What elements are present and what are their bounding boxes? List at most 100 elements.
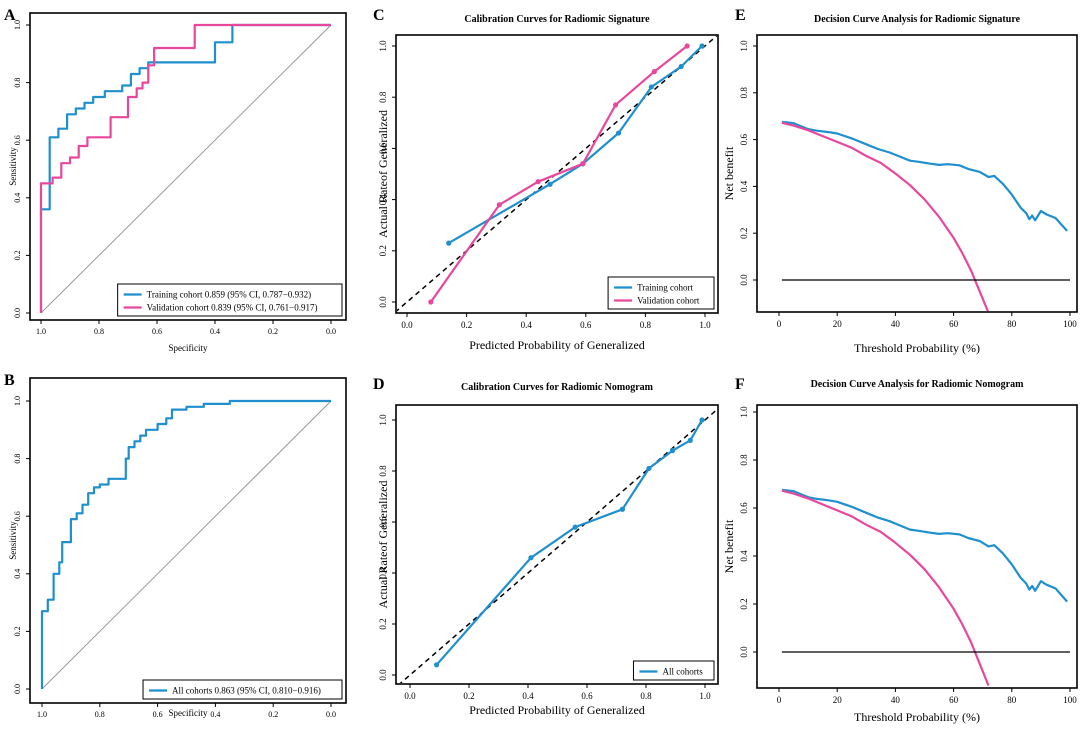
- ideal-calibration-line: [397, 36, 717, 312]
- y-tick-label: 1.0: [739, 406, 749, 418]
- y-tick-label: 1.0: [13, 396, 22, 406]
- x-tick-label: 0.6: [153, 710, 163, 719]
- series-line-all-cohorts: [40, 399, 331, 689]
- x-tick-label: 0.6: [581, 691, 593, 701]
- y-tick-label: 0.4: [13, 193, 22, 203]
- series-line-validation-cohort: [39, 23, 331, 313]
- x-tick-label: 100: [1063, 319, 1077, 329]
- panel-letter: C: [373, 7, 385, 24]
- panel-letter: D: [373, 376, 385, 393]
- panel-d: D Calibration Curves for Radiomic Nomogra…: [373, 376, 719, 717]
- y-tick-label: 1.0: [378, 414, 388, 426]
- legend: All cohorts 0.863 (95% CI, 0.810−0.916): [142, 679, 343, 700]
- y-tick-label: 0.8: [13, 78, 22, 88]
- x-tick-label: 0.8: [640, 691, 652, 701]
- x-axis-label: Threshold Probability (%): [854, 710, 980, 724]
- data-point: [669, 448, 676, 454]
- chart-title: Calibration Curves for Radiomic Signatur…: [464, 14, 650, 25]
- y-tick-label: 0.4: [378, 193, 388, 205]
- x-tick-label: 40: [891, 695, 901, 705]
- x-tick-label: 0.8: [640, 320, 652, 330]
- x-tick-label: 0.4: [210, 327, 220, 336]
- data-point: [613, 102, 619, 108]
- x-tick-label: 80: [1007, 319, 1017, 329]
- x-tick-label: 0.6: [152, 327, 162, 336]
- series-line-training-cohort: [39, 23, 331, 313]
- legend-label: Training cohort 0.859 (95% CI, 0.787−0.9…: [147, 290, 311, 300]
- y-tick-label: 0.8: [739, 87, 749, 99]
- x-tick-label: 20: [833, 319, 843, 329]
- y-tick-label: 0.6: [739, 502, 749, 514]
- y-tick-label: 0.0: [13, 684, 22, 694]
- y-axis-label: Sensitivity: [8, 521, 18, 560]
- legend-label: Validation cohort: [637, 296, 700, 306]
- series-line-all-cohorts: [435, 419, 703, 666]
- y-tick-label: 1.0: [378, 40, 388, 52]
- y-tick-label: 0.6: [378, 142, 388, 154]
- x-tick-label: 1.0: [699, 691, 711, 701]
- x-tick-label: 0.8: [95, 710, 105, 719]
- panel-e: E Decision Curve Analysis for Radiomic Si…: [722, 7, 1078, 355]
- y-tick-label: 0.2: [739, 598, 749, 609]
- legend-label: Training cohort: [637, 283, 693, 293]
- legend-box: [142, 679, 343, 700]
- legend-label: All cohorts 0.863 (95% CI, 0.810−0.916): [172, 686, 321, 696]
- panel-letter: F: [735, 376, 745, 393]
- y-tick-label: 0.6: [13, 511, 22, 521]
- y-axis-label: Net benefit: [722, 146, 736, 200]
- data-point: [547, 181, 553, 187]
- data-point: [528, 555, 534, 561]
- y-axis-label: Net benefit: [722, 519, 736, 573]
- y-tick-label: 0.8: [378, 465, 388, 477]
- y-tick-label: 0.6: [378, 516, 388, 528]
- x-axis-label: Threshold Probability (%): [854, 341, 980, 355]
- series-line-treat-all: [781, 489, 990, 687]
- x-tick-label: 0.6: [580, 320, 592, 330]
- x-tick-label: 60: [949, 319, 959, 329]
- chart-title: Decision Curve Analysis for Radiomic Nom…: [811, 379, 1025, 390]
- y-tick-label: 0.0: [13, 308, 22, 318]
- y-tick-label: 0.0: [378, 296, 388, 308]
- series-line-treat-all: [781, 121, 989, 311]
- x-tick-label: 0.8: [94, 327, 104, 336]
- legend: All cohorts: [632, 660, 715, 681]
- legend: Training cohort 0.859 (95% CI, 0.787−0.9…: [117, 283, 343, 317]
- y-tick-label: 0.8: [13, 454, 22, 464]
- y-tick-label: 1.0: [739, 40, 749, 52]
- y-axis-label: Actual Rateof Generalized: [376, 110, 390, 238]
- data-point: [433, 662, 440, 668]
- legend: Training cohort Validation cohort: [607, 276, 715, 310]
- data-point: [496, 202, 502, 208]
- x-tick-label: 0: [777, 695, 782, 705]
- data-point: [684, 43, 690, 49]
- panel-letter: E: [735, 7, 746, 24]
- x-tick-label: 0.2: [463, 691, 474, 701]
- x-tick-label: 0.2: [268, 710, 278, 719]
- plot-frame: [29, 12, 347, 321]
- x-tick-label: 100: [1063, 695, 1077, 705]
- y-tick-label: 0.2: [378, 245, 388, 256]
- data-point: [699, 43, 705, 49]
- y-tick-label: 0.8: [378, 91, 388, 103]
- y-tick-label: 0.2: [739, 228, 749, 239]
- data-point: [572, 524, 578, 530]
- x-tick-label: 0.0: [326, 710, 336, 719]
- data-point: [428, 299, 434, 305]
- chart-title: Calibration Curves for Radiomic Nomogram: [461, 382, 654, 393]
- x-axis-label: Specificity: [169, 343, 208, 353]
- data-point: [678, 63, 684, 70]
- plot-frame: [756, 34, 1078, 313]
- data-point: [619, 506, 626, 512]
- data-point: [615, 130, 622, 136]
- x-tick-label: 0: [777, 319, 782, 329]
- legend-box: [607, 276, 715, 310]
- data-point: [446, 240, 452, 246]
- x-axis-label: Predicted Probability of Generalized: [469, 338, 645, 352]
- panel-f: F Decision Curve Analysis for Radiomic No…: [722, 376, 1078, 724]
- y-tick-label: 0.4: [378, 567, 388, 579]
- chart-title: Decision Curve Analysis for Radiomic Sig…: [814, 14, 1021, 25]
- x-tick-label: 0.0: [401, 320, 413, 330]
- plot-frame: [395, 34, 719, 314]
- x-tick-label: 1.0: [36, 327, 46, 336]
- plot-frame: [395, 404, 719, 685]
